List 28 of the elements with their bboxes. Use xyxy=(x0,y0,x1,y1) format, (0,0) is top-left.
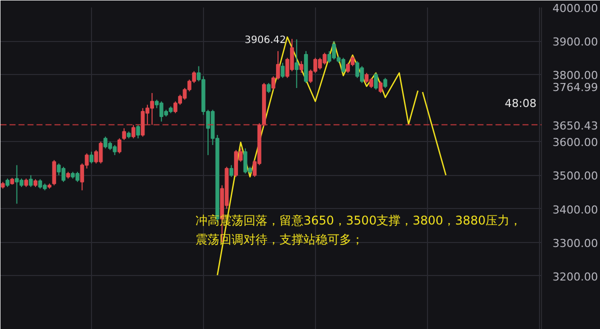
candlestick xyxy=(229,164,234,178)
candlestick xyxy=(378,80,383,94)
y-tick-label: 4000.00 xyxy=(552,2,598,15)
candlestick xyxy=(52,160,56,186)
candlestick xyxy=(383,77,388,88)
y-tick-label: 3400.00 xyxy=(552,203,598,216)
candlestick xyxy=(122,128,126,140)
candlestick xyxy=(90,151,94,164)
candlestick xyxy=(299,60,304,74)
candlestick xyxy=(280,62,285,78)
candlestick xyxy=(28,174,33,188)
y-tick-label: 3800.00 xyxy=(552,69,598,82)
candlestick xyxy=(266,82,271,94)
candlestick xyxy=(131,124,136,139)
y-tick-label: 3900.00 xyxy=(552,36,598,49)
candlestick xyxy=(364,72,369,84)
y-tick-label: 3300.00 xyxy=(552,236,598,250)
annotation: 3906.42 xyxy=(244,34,286,46)
y-tick-label: 3764.99 xyxy=(552,80,598,94)
y-tick-label: 3200.00 xyxy=(552,270,598,284)
candlestick xyxy=(294,38,299,88)
y-tick-label: 3500.00 xyxy=(552,170,598,183)
candlestick xyxy=(374,72,378,90)
annotation: 48:08 xyxy=(504,97,537,110)
candlestick xyxy=(136,124,140,139)
ref-line-label: 3650.43 xyxy=(552,119,598,132)
y-tick-label: 3600.00 xyxy=(552,136,598,150)
candlestick xyxy=(117,138,122,154)
